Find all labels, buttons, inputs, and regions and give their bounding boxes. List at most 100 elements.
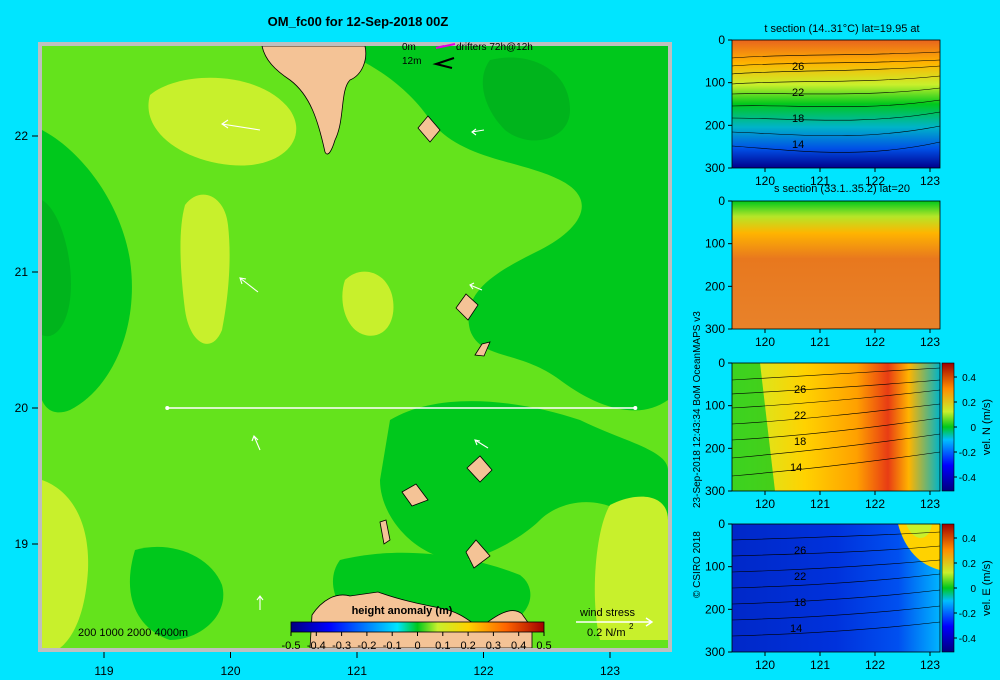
wind-stress-unit: 0.2 N/m (587, 627, 626, 639)
land-luzon (309, 591, 533, 648)
copyright-text: © CSIRO 2018 (692, 531, 703, 598)
island-babuyan (466, 455, 493, 483)
island-sabtang (474, 341, 491, 357)
contour-label: 18 (794, 436, 806, 448)
anomaly-high-center (342, 271, 394, 336)
map-x-tick-label: 121 (347, 664, 367, 678)
t-section-frame (731, 39, 941, 169)
u-colorbar-label: vel. E (m/s) (981, 560, 993, 616)
side-x-tick-label: 120 (755, 335, 775, 349)
side-x-tick-label: 122 (865, 174, 885, 188)
side-y-tick-label: 300 (705, 161, 725, 175)
side-x-tick-label: 121 (810, 174, 830, 188)
map-y-tick-label: 20 (15, 401, 29, 415)
side-y-tick-label: 300 (705, 322, 725, 336)
u-section-high-east (898, 524, 940, 570)
u-section-contours (731, 531, 941, 637)
colorbar-tick-label: -0.4 (307, 640, 326, 652)
side-x-tick-label: 123 (920, 497, 940, 511)
u-section-field (732, 524, 940, 652)
side-x-tick-label: 123 (920, 335, 940, 349)
anomaly-low-northeast (360, 46, 668, 411)
side-x-tick-label: 122 (865, 497, 885, 511)
map-x-tick-label: 122 (473, 664, 493, 678)
side-x-tick-label: 122 (865, 335, 885, 349)
t-section-panel: t section (14..31°C) lat=19.95 at 26 22 18… (731, 23, 941, 169)
side-y-tick-label: 200 (705, 441, 725, 455)
side-y-tick-label: 200 (705, 279, 725, 293)
drifter-12m-icon (432, 57, 455, 69)
side-y-tick-label: 0 (718, 33, 725, 47)
contour-label: 22 (794, 410, 806, 422)
colorbar-tick-label: -0.1 (383, 640, 402, 652)
anomaly-low-southwest (129, 546, 224, 640)
s-section-field (732, 201, 940, 329)
side-y-tick-label: 200 (705, 602, 725, 616)
map-y-tick-label: 19 (15, 537, 29, 551)
side-y-tick-label: 200 (705, 118, 725, 132)
anomaly-low-west-core (42, 200, 71, 337)
u-section-panel: 26 22 18 14 vel. E (m/s) (731, 523, 993, 653)
u-section-high-east-core (906, 524, 932, 538)
u-section-contour-labels: 26 22 18 14 (790, 545, 806, 635)
vel-tick-label: 0 (970, 423, 976, 434)
contour-label: 14 (790, 623, 802, 635)
section-line-end (633, 406, 638, 410)
vel-tick-label: 0.4 (962, 373, 976, 384)
side-y-tick-label: 300 (705, 484, 725, 498)
v-section-frame (731, 362, 941, 492)
wind-arrow (221, 119, 261, 131)
wind-arrow (239, 277, 259, 293)
colorbar-tick-label: 0.2 (460, 640, 475, 652)
u-colorbar (941, 523, 955, 653)
colorbar-tick-label: -0.5 (282, 640, 301, 652)
side-x-tick-label: 122 (865, 658, 885, 672)
wind-arrow (251, 435, 261, 451)
v-section-contour-labels: 26 22 18 14 (790, 384, 806, 474)
side-y-tick-label: 100 (705, 76, 725, 90)
side-x-tick-label: 121 (810, 497, 830, 511)
colorbar-tick-label: 0 (414, 640, 420, 652)
wind-arrow (469, 282, 483, 291)
map-y-axis: 22 21 20 19 (15, 129, 38, 551)
wind-stress-unit-sup: 2 (629, 622, 634, 631)
contour-label: 14 (792, 139, 804, 151)
vel-tick-label: -0.4 (959, 634, 977, 645)
wind-arrow (471, 128, 485, 136)
v-section-low-west (732, 363, 775, 491)
contour-label: 22 (794, 571, 806, 583)
side-x-tick-label: 120 (755, 497, 775, 511)
side-y-tick-label: 100 (705, 560, 725, 574)
map-x-axis: 119 120 121 122 123 (94, 652, 620, 678)
drifter-0m-label: 0m (402, 42, 416, 53)
colorbar-title: height anomaly (m) (352, 605, 453, 617)
wind-stress-arrow-icon (576, 617, 654, 627)
contour-label: 14 (790, 462, 802, 474)
map-title: OM_fc00 for 12-Sep-2018 00Z (268, 14, 449, 29)
wind-arrow (256, 595, 264, 610)
v-section-contours (731, 367, 941, 477)
side-x-tick-label: 123 (920, 658, 940, 672)
v-colorbar-label: vel. N (m/s) (981, 399, 993, 455)
side-y-tick-label: 100 (705, 237, 725, 251)
side-x-tick-label: 121 (810, 658, 830, 672)
anomaly-field (42, 46, 668, 648)
vel-tick-label: 0.2 (962, 398, 976, 409)
section-line-start (165, 406, 170, 410)
colorbar-tick-label: 0.4 (511, 640, 526, 652)
contour-label: 26 (792, 61, 804, 73)
map-x-tick-label: 120 (220, 664, 240, 678)
side-y-tick-label: 300 (705, 645, 725, 659)
map-x-tick-label: 119 (94, 664, 113, 678)
wind-arrow (474, 439, 489, 449)
island-batan (455, 293, 479, 321)
colorbar-tick-label: 0.1 (435, 640, 450, 652)
wind-stress-label: wind stress (579, 607, 636, 619)
vel-tick-label: 0 (970, 584, 976, 595)
side-x-tick-label: 120 (755, 658, 775, 672)
colorbar-tick-label: 0.3 (486, 640, 501, 652)
vel-tick-label: -0.2 (959, 609, 977, 620)
side-y-tick-label: 0 (718, 356, 725, 370)
colorbar-tick-label: -0.2 (357, 640, 376, 652)
